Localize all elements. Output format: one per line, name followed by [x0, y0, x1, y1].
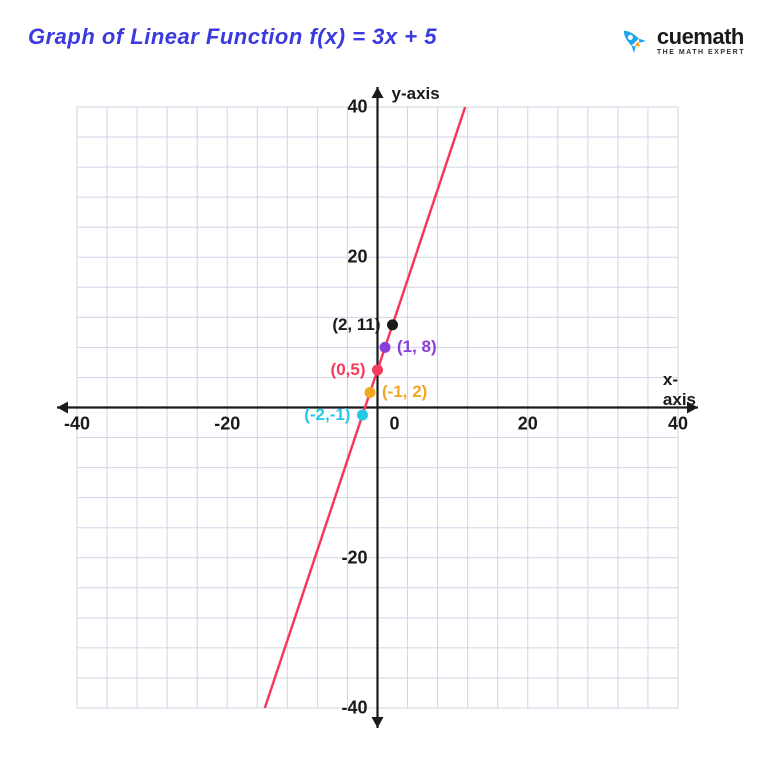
logo-name: cuemath [657, 26, 745, 48]
chart-plot-area: -40 -20 20 40 -40 -20 20 40 0 x-axis y-axis (2, 11)… [55, 85, 700, 730]
chart-svg [55, 85, 700, 730]
point-label: (-1, 2) [382, 382, 427, 402]
logo-tagline: THE MATH EXPERT [657, 49, 745, 56]
y-tick-label: -20 [341, 547, 367, 568]
x-tick-label: 40 [668, 413, 688, 434]
rocket-icon [617, 24, 651, 58]
axes [57, 87, 698, 728]
x-tick-label: 20 [518, 413, 538, 434]
y-tick-label: 20 [347, 247, 367, 268]
y-tick-label: 40 [347, 97, 367, 118]
y-tick-label: -40 [341, 698, 367, 719]
origin-label: 0 [390, 413, 400, 434]
brand-logo: cuemath THE MATH EXPERT [617, 24, 745, 58]
point-label: (-2,-1) [304, 405, 350, 425]
point-label: (1, 8) [397, 337, 437, 357]
x-axis-label: x-axis [663, 370, 696, 410]
point-label: (0,5) [331, 360, 366, 380]
y-axis-label: y-axis [392, 84, 440, 104]
logo-text: cuemath THE MATH EXPERT [657, 26, 745, 56]
x-tick-label: -40 [64, 413, 90, 434]
header: Graph of Linear Function f(x) = 3x + 5 c… [28, 24, 745, 58]
x-tick-label: -20 [214, 413, 240, 434]
point-label: (2, 11) [332, 315, 380, 335]
chart-title: Graph of Linear Function f(x) = 3x + 5 [28, 24, 437, 50]
